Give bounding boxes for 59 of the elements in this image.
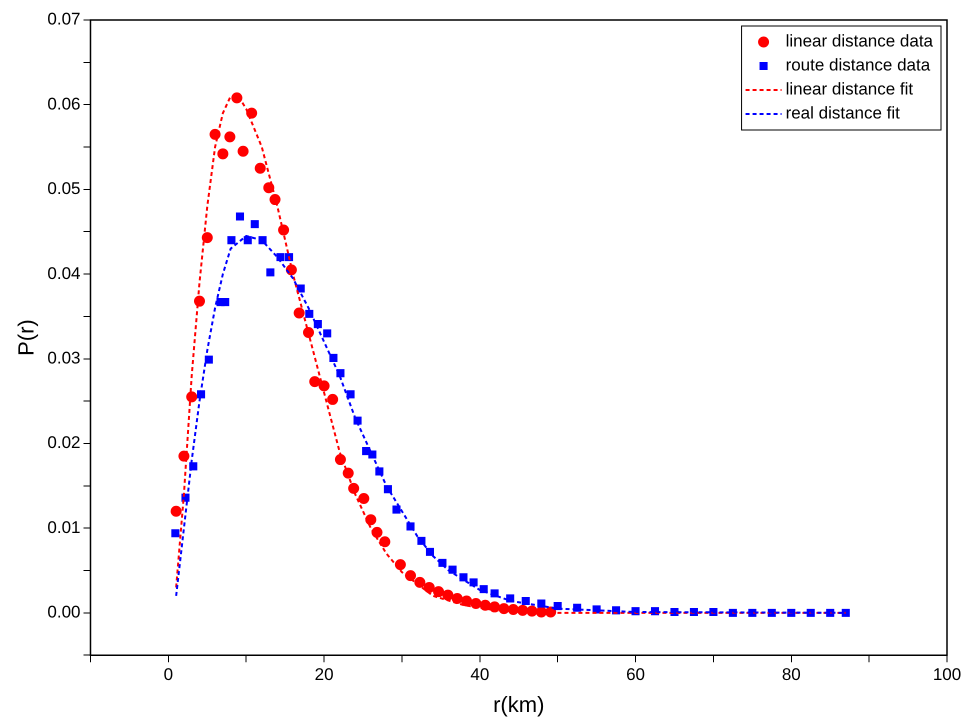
point <box>238 146 249 157</box>
x-tick-label: 20 <box>314 665 334 684</box>
point <box>266 268 274 276</box>
y-tick-label: 0.04 <box>47 264 80 283</box>
point <box>433 586 444 598</box>
point <box>227 236 236 244</box>
point <box>294 308 305 319</box>
point <box>171 529 180 538</box>
point <box>327 394 338 405</box>
point <box>358 493 370 504</box>
point <box>461 595 472 606</box>
y-tick-label: 0.02 <box>47 433 80 452</box>
y-tick-label: 0.07 <box>47 10 80 29</box>
point <box>221 298 230 306</box>
y-tick-label: 0.00 <box>47 602 80 622</box>
point <box>442 590 454 601</box>
point <box>323 329 332 338</box>
point <box>573 604 582 612</box>
y-tick-label: 0.05 <box>47 179 80 198</box>
y-axis-title: P(r) <box>13 319 38 356</box>
point <box>414 576 426 588</box>
x-tick-label: 60 <box>626 665 645 684</box>
point <box>170 506 182 517</box>
point <box>470 578 478 586</box>
legend-label: linear distance data <box>786 32 934 51</box>
point <box>365 514 376 526</box>
point <box>278 224 290 236</box>
point <box>250 220 259 228</box>
point <box>379 536 390 548</box>
point <box>236 212 244 221</box>
point <box>186 391 198 402</box>
point <box>254 162 266 174</box>
point <box>392 505 401 514</box>
point <box>309 376 320 388</box>
point <box>318 380 330 392</box>
point <box>224 131 236 142</box>
point <box>303 327 314 338</box>
y-tick-label: 0.03 <box>47 348 80 368</box>
point <box>217 148 228 160</box>
point <box>244 236 252 244</box>
point <box>202 232 213 244</box>
legend-label: real distance fit <box>786 104 900 123</box>
point <box>394 559 406 570</box>
x-tick-label: 100 <box>932 665 962 684</box>
legend-label: route distance data <box>786 56 931 75</box>
x-axis-title: r(km) <box>493 692 544 717</box>
legend-label: linear distance fit <box>786 80 914 99</box>
x-tick-label: 0 <box>164 665 174 684</box>
point <box>246 108 258 119</box>
y-tick-label: 0.06 <box>47 94 80 114</box>
point <box>459 573 468 582</box>
x-tick-label: 40 <box>470 665 490 684</box>
point <box>424 582 435 593</box>
point <box>346 390 355 398</box>
x-tick-label: 80 <box>782 665 801 684</box>
point <box>348 482 360 494</box>
y-tick-label: 0.01 <box>47 518 80 537</box>
point <box>842 608 850 617</box>
point <box>522 596 530 606</box>
